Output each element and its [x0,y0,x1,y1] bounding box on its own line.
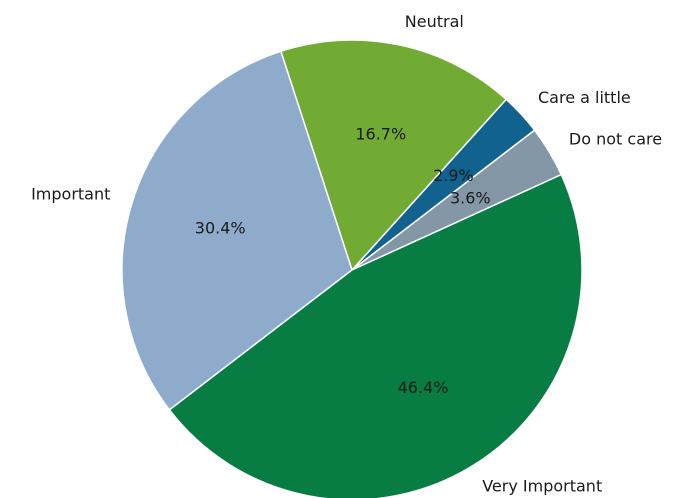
slice-label: Important [31,184,110,203]
slice-label: Care a little [538,88,631,107]
value-label: 3.6% [450,188,491,207]
value-label: 2.9% [433,166,474,185]
value-label: 46.4% [398,378,449,397]
value-label: 30.4% [195,219,246,238]
pie-slice [168,173,583,498]
slice-label: Do not care [569,129,662,148]
pie-slice [121,50,353,411]
slice-label: Neutral [405,12,464,31]
slice-label: Very Important [482,476,602,495]
value-label: 16.7% [355,125,406,144]
pie-slice [279,39,508,272]
